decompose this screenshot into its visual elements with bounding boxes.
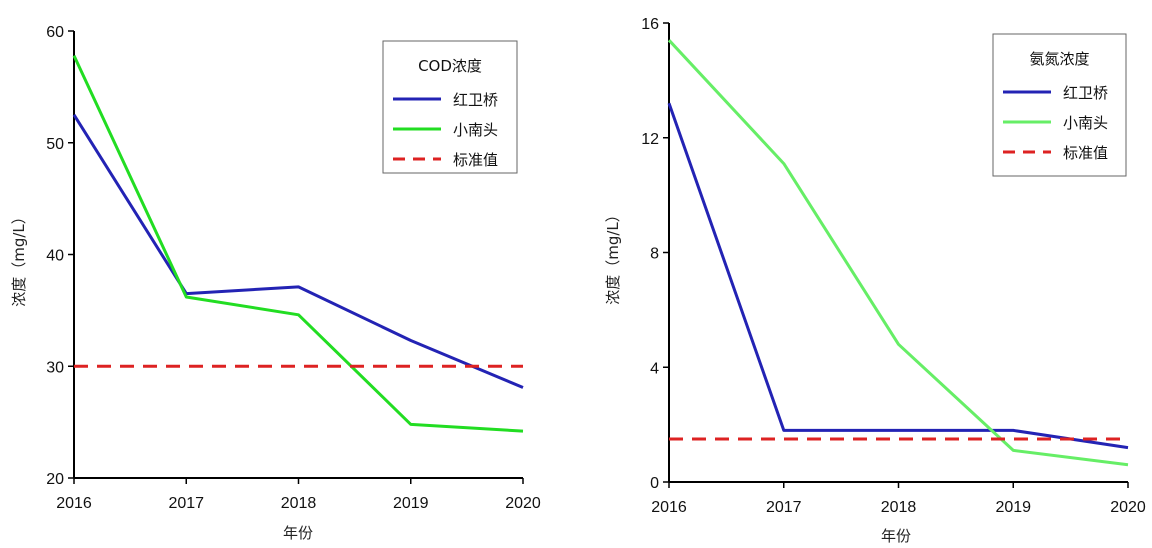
- x-tick-label: 2018: [281, 495, 317, 512]
- x-axis-title: 年份: [283, 524, 313, 542]
- legend-box: [992, 33, 1127, 177]
- legend-label-2: 小南头: [1063, 114, 1108, 132]
- y-tick-label: 50: [46, 136, 64, 153]
- x-tick-label: 2016: [651, 499, 687, 516]
- y-tick-label: 60: [46, 24, 64, 41]
- legend-label-1: 红卫桥: [453, 91, 498, 109]
- y-tick-label: 40: [46, 248, 64, 265]
- chart-panel-2: 2016 2017 2018 2019 2020 0 4 8 12 16 年份 浓度（mg/L） 氨氮浓…: [604, 16, 1146, 545]
- legend-label-2: 小南头: [453, 121, 498, 139]
- legend-title: COD浓度: [418, 57, 482, 75]
- series-line-1: [72, 114, 524, 389]
- series-line-2: [667, 39, 1129, 467]
- y-tick-label: 4: [650, 360, 659, 377]
- series-line-2: [72, 54, 524, 433]
- legend-box: [382, 40, 518, 174]
- legend-label-3: 标准值: [453, 151, 498, 169]
- y-axis-title: 浓度（mg/L）: [10, 209, 28, 307]
- x-tick-label: 2016: [56, 495, 92, 512]
- legend-label-3: 标准值: [1063, 144, 1108, 162]
- chart-panel-1: 2016 2017 2018 2019 20202030405060年份浓度（mg/L）…: [10, 24, 541, 542]
- legend-label-1: 红卫桥: [1063, 84, 1108, 102]
- y-axis-title: 浓度（mg/L）: [604, 207, 622, 305]
- x-tick-label: 2017: [168, 495, 204, 512]
- x-tick-label: 2019: [995, 499, 1031, 516]
- x-tick-label: 2019: [393, 495, 429, 512]
- series-line-1: [667, 102, 1129, 450]
- y-tick-label: 30: [46, 359, 64, 376]
- x-tick-label: 2017: [766, 499, 802, 516]
- x-tick-label: 2020: [1110, 499, 1146, 516]
- x-tick-label: 2018: [881, 499, 917, 516]
- x-tick-label: 2020: [505, 495, 541, 512]
- y-tick-label: 20: [46, 471, 64, 488]
- y-tick-label: 12: [641, 131, 659, 148]
- x-axis-title: 年份: [881, 527, 911, 545]
- legend-title: 氨氮浓度: [1029, 50, 1089, 68]
- y-tick-label: 0: [650, 475, 659, 492]
- y-tick-label: 16: [641, 16, 659, 33]
- y-tick-label: 8: [650, 246, 659, 263]
